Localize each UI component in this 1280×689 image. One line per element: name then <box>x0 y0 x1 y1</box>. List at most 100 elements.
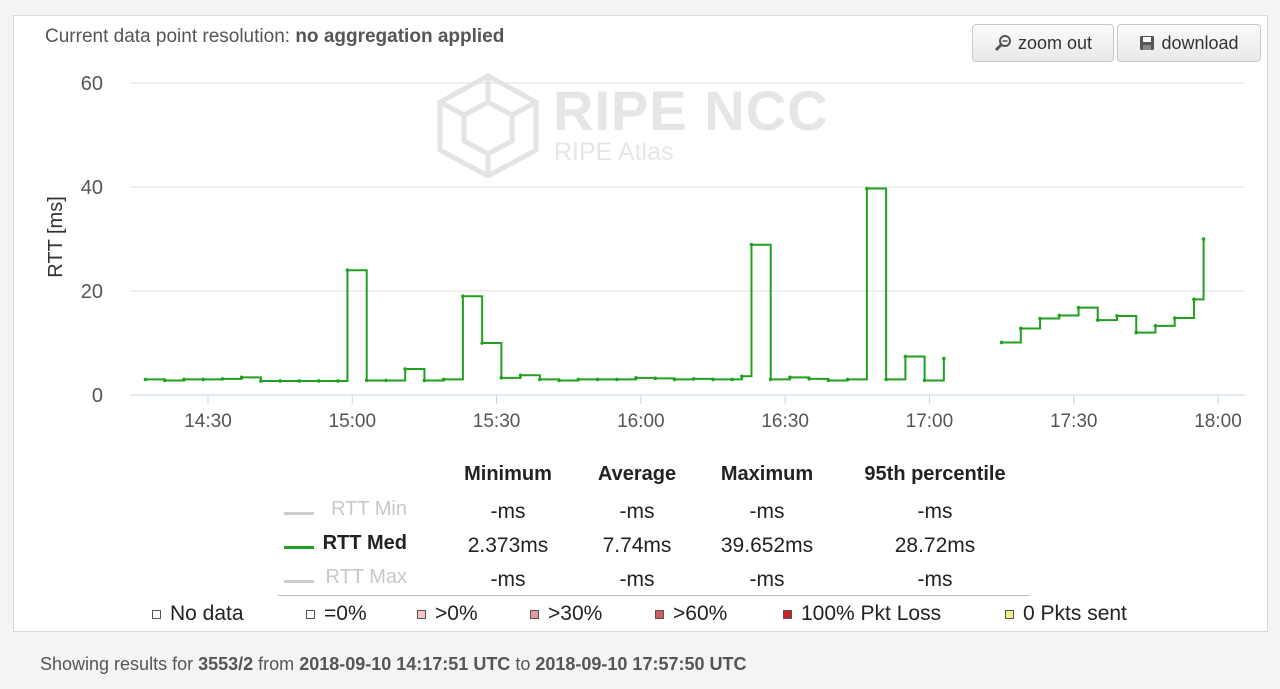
chart-panel <box>13 15 1268 632</box>
legend-label: No data <box>170 602 244 625</box>
series-toggle-label[interactable]: RTT Med <box>322 532 407 554</box>
start-time: 2018-09-10 14:17:51 UTC <box>299 654 511 674</box>
data-point <box>1057 313 1062 318</box>
data-point <box>143 377 148 382</box>
legend-item: =0% <box>306 602 367 626</box>
rtt-chart: 0 20 40 60 14:30 15:00 15:30 16:00 16:30 17:00 17:… <box>45 73 1245 432</box>
stats-cell: -ms <box>619 568 655 591</box>
data-point <box>1115 314 1119 318</box>
series-swatch[interactable] <box>284 580 314 583</box>
data-point <box>499 376 504 380</box>
data-point <box>634 376 638 380</box>
legend-label: >30% <box>548 602 603 625</box>
watermark-subtitle: RIPE Atlas <box>554 138 674 166</box>
legend-item: 100% Pkt Loss <box>783 602 941 626</box>
legend-item: >30% <box>530 602 602 626</box>
data-point <box>999 340 1004 345</box>
x-tick-label: 15:00 <box>329 411 377 432</box>
footer-to: to <box>515 654 531 674</box>
data-point <box>740 374 744 379</box>
legend-color-box <box>417 609 426 619</box>
legend-item: 0 Pkts sent <box>1005 602 1127 626</box>
legend-color-box <box>530 609 539 619</box>
data-point <box>364 378 369 383</box>
data-point <box>201 377 205 382</box>
data-point <box>278 379 282 383</box>
stats-cell: 39.652ms <box>720 534 814 557</box>
x-tick-label: 16:30 <box>761 411 809 432</box>
y-tick-label: 0 <box>92 385 103 407</box>
floppy-disk-icon <box>1140 36 1155 50</box>
data-point <box>384 378 388 383</box>
series-toggle-label[interactable]: RTT Max <box>325 566 408 588</box>
data-point <box>1153 324 1158 328</box>
x-tick-label: 17:30 <box>1050 411 1098 432</box>
data-point <box>422 378 427 383</box>
data-point <box>1201 237 1206 241</box>
data-point <box>1192 297 1196 302</box>
series-toggle-label[interactable]: RTT Min <box>331 498 407 520</box>
stats-column-header: Minimum <box>464 463 552 485</box>
data-point <box>1095 318 1100 322</box>
stats-cell: -ms <box>490 500 526 523</box>
resolution-prefix: Current data point resolution: <box>45 26 291 47</box>
ripe-ncc-logo <box>437 73 539 178</box>
data-point <box>461 294 465 299</box>
data-point <box>826 378 831 383</box>
stats-cell: -ms <box>749 500 785 523</box>
data-point <box>336 379 340 383</box>
data-point <box>259 379 263 383</box>
data-point <box>403 367 407 371</box>
data-point <box>845 377 850 382</box>
data-point <box>557 378 561 383</box>
series-swatch[interactable] <box>284 546 314 549</box>
data-point <box>576 377 581 382</box>
stats-column-header: 95th percentile <box>864 463 1006 485</box>
results-footer: Showing results for 3553/2 from 2018-09-… <box>40 654 746 675</box>
data-point <box>1172 316 1177 320</box>
legend-item: >0% <box>417 602 478 626</box>
download-button[interactable]: download <box>1117 24 1261 62</box>
y-tick-label: 20 <box>81 281 103 303</box>
zoom-out-label: zoom out <box>1017 32 1093 53</box>
data-point <box>239 375 244 380</box>
data-point <box>297 379 302 383</box>
data-point <box>441 377 446 382</box>
data-point <box>730 377 735 382</box>
stats-cell: 28.72ms <box>894 534 976 557</box>
data-point <box>788 375 792 380</box>
resolution-value: no aggregation applied <box>295 26 505 47</box>
legend-label: >60% <box>673 602 728 625</box>
series-line-rtt-med <box>145 187 945 382</box>
footer-prefix: Showing results for <box>40 654 194 674</box>
data-point <box>903 354 908 359</box>
legend-label: =0% <box>324 602 367 625</box>
data-point <box>220 377 225 381</box>
y-tick-label: 60 <box>81 73 103 95</box>
x-tick-label: 18:00 <box>1194 411 1242 432</box>
x-tick-label: 14:30 <box>184 411 232 432</box>
x-tick-label: 16:00 <box>617 411 665 432</box>
data-point <box>942 356 946 361</box>
end-time: 2018-09-10 17:57:50 UTC <box>535 654 747 674</box>
measurement-id: 3553/2 <box>198 654 254 674</box>
stats-cell: -ms <box>490 568 526 591</box>
data-point <box>691 377 696 381</box>
zoom-out-button[interactable]: zoom out <box>972 24 1114 62</box>
stats-column-header: Maximum <box>720 463 814 485</box>
data-point <box>1019 326 1023 331</box>
series-swatch[interactable] <box>284 512 314 515</box>
footer-from: from <box>258 654 295 674</box>
legend-item: >60% <box>655 602 727 626</box>
series-line-rtt-med <box>1001 239 1205 344</box>
y-tick-label: 40 <box>81 177 103 199</box>
data-point <box>672 377 677 382</box>
legend-color-box <box>655 609 664 619</box>
x-tick-label: 15:30 <box>473 411 521 432</box>
data-point <box>162 378 167 383</box>
data-point <box>615 377 619 382</box>
legend-color-box <box>306 609 315 619</box>
legend-item: No data <box>152 602 244 626</box>
data-point <box>884 377 888 382</box>
data-point <box>749 242 754 247</box>
